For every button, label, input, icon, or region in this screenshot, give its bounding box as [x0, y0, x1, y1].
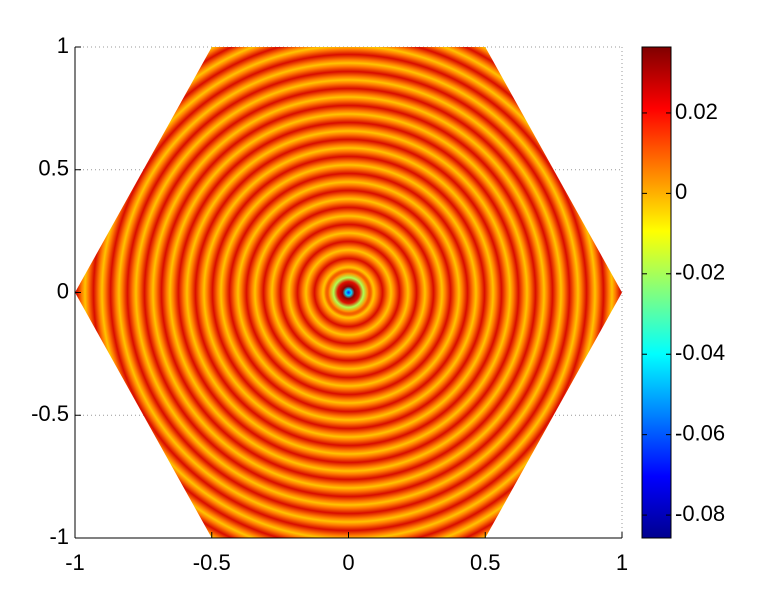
- x-tick-label: 1: [616, 550, 628, 575]
- y-tick-label: 0: [57, 278, 69, 303]
- colorbar-tick-label: 0.02: [675, 99, 718, 124]
- x-tick-label: -0.5: [193, 550, 231, 575]
- y-tick-label: 0.5: [38, 156, 69, 181]
- colorbar: [641, 46, 672, 539]
- colorbar-tick-label: -0.04: [675, 340, 725, 365]
- x-tick-label: 0.5: [470, 550, 501, 575]
- x-tick-label: 0: [342, 550, 354, 575]
- y-tick-label: -0.5: [31, 401, 69, 426]
- colorbar-tick-label: -0.02: [675, 260, 725, 285]
- x-tick-label: -1: [65, 550, 85, 575]
- y-tick-label: 1: [57, 33, 69, 58]
- colorbar-tick-label: -0.06: [675, 420, 725, 445]
- y-tick-label: -1: [49, 524, 69, 549]
- colorbar-tick-label: -0.08: [675, 501, 725, 526]
- field-center: [324, 268, 373, 317]
- colorbar-tick-label: 0: [675, 179, 687, 204]
